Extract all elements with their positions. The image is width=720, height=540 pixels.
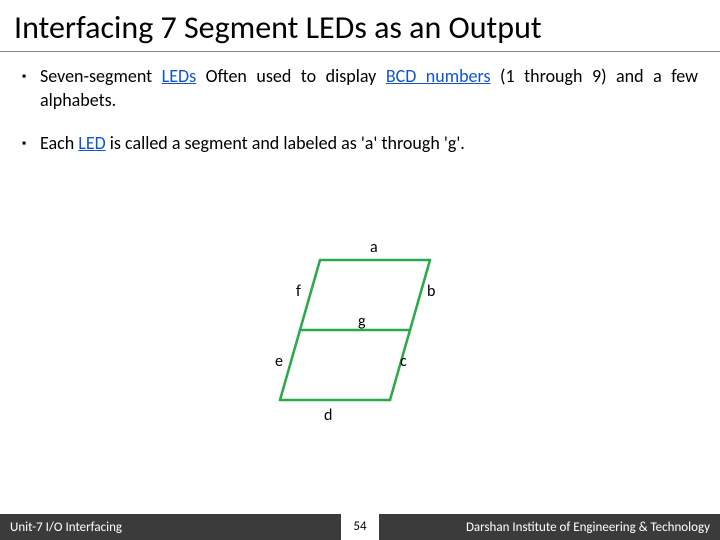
- label-e: e: [275, 352, 283, 371]
- footer-bar: Unit-7 I/O Interfacing 54 Darshan Instit…: [0, 514, 720, 540]
- text-span: Each: [40, 132, 78, 154]
- page-title: Interfacing 7 Segment LEDs as an Output: [0, 0, 720, 52]
- text-span: is called a segment and labeled as 'a' t…: [106, 132, 465, 154]
- bullet-item: ▪ Seven-segment LEDs Often used to displ…: [22, 64, 698, 113]
- bullet-item: ▪ Each LED is called a segment and label…: [22, 131, 698, 155]
- label-d: d: [324, 406, 332, 425]
- footer-page-number: 54: [341, 514, 379, 540]
- label-a: a: [370, 238, 378, 257]
- footer-unit: Unit-7 I/O Interfacing: [0, 520, 122, 535]
- bullet-text: Each LED is called a segment and labeled…: [40, 131, 698, 155]
- footer-institute: Darshan Institute of Engineering & Techn…: [466, 520, 720, 535]
- bullet-list: ▪ Seven-segment LEDs Often used to displ…: [0, 64, 720, 155]
- label-g: g: [358, 312, 366, 331]
- bullet-marker: ▪: [22, 131, 40, 152]
- link-led[interactable]: LED: [78, 132, 105, 154]
- label-c: c: [400, 352, 407, 371]
- label-b: b: [427, 282, 435, 301]
- text-span: Often used to display: [196, 65, 386, 87]
- bullet-text: Seven-segment LEDs Often used to display…: [40, 64, 698, 113]
- seven-segment-diagram: a b c d e f g: [0, 230, 720, 480]
- segment-svg: [0, 230, 720, 480]
- label-f: f: [296, 282, 301, 301]
- text-span: Seven-segment: [40, 65, 162, 87]
- link-leds[interactable]: LEDs: [162, 65, 196, 87]
- link-bcd[interactable]: BCD numbers: [386, 65, 491, 87]
- bullet-marker: ▪: [22, 64, 40, 85]
